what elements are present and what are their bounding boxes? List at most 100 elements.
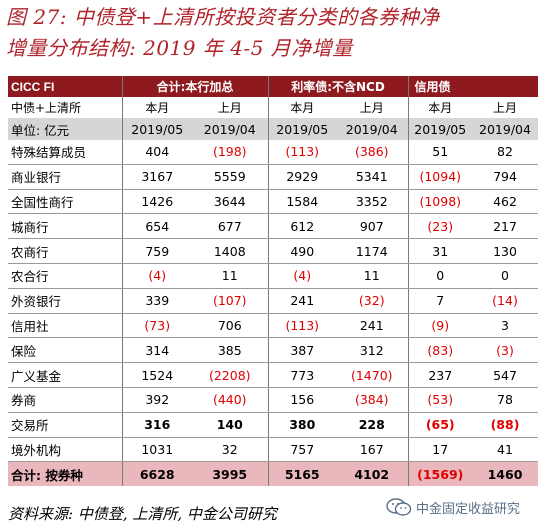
wechat-icon	[386, 498, 412, 516]
table-cell: 167	[336, 437, 408, 463]
row-label: 交易所	[8, 412, 122, 438]
figure-title-line-1: 图 27: 中债登+上清所按投资者分类的各券种净	[6, 5, 440, 29]
subheader-cell: 本月	[121, 97, 192, 118]
table-cell: (198)	[192, 140, 268, 165]
table-cell: 794	[472, 164, 539, 190]
table-cell: 490	[267, 238, 336, 264]
table-cell: 41	[472, 437, 539, 463]
table-cell: 237	[407, 362, 472, 388]
table-row: 境外机构 1031 32 757 167 17 41	[8, 437, 539, 463]
table-cell: (1470)	[336, 362, 408, 388]
period-cell: 2019/05	[121, 118, 192, 140]
table-cell: 32	[192, 437, 268, 463]
table-cell: (3)	[472, 337, 539, 364]
figure-title: 图 27: 中债登+上清所按投资者分类的各券种净 增量分布结构: 2019 年 …	[6, 2, 542, 64]
table-subheader-row: 中债+上清所 本月 上月 本月 上月 本月 上月	[8, 97, 538, 118]
table-cell: 462	[472, 189, 539, 215]
period-cell: 2019/04	[472, 118, 539, 140]
table-cell: 51	[407, 140, 472, 165]
table-cell: 1031	[121, 437, 192, 463]
table-cell: 392	[121, 387, 192, 413]
table-cell: (1094)	[407, 164, 472, 190]
table-cell: (4)	[121, 263, 192, 289]
period-cell: 2019/05	[267, 118, 336, 140]
row-label: 保险	[8, 337, 122, 364]
table-cell: 759	[121, 238, 192, 264]
row-label: 城商行	[8, 213, 122, 240]
row-label: 广义基金	[8, 362, 122, 388]
table-cell: (73)	[121, 313, 192, 339]
table-cell: 0	[407, 263, 472, 289]
header-total-group: 合计:本行加总	[121, 76, 268, 97]
table-cell: (9)	[407, 313, 472, 339]
table-cell: 140	[192, 412, 268, 438]
table-row: 特殊结算成员 404 (198) (113) (386) 51 82	[8, 140, 539, 165]
table-row: 交易所 316 140 380 228 (65) (88)	[8, 412, 539, 438]
table-cell: 7	[407, 288, 472, 314]
period-cell: 2019/04	[336, 118, 408, 140]
table-cell: 3167	[121, 164, 192, 190]
subheader-cell: 本月	[267, 97, 336, 118]
total-cell: 4102	[336, 461, 408, 487]
table-total-row: 合计: 按券种 6628 3995 5165 4102 (1569) 1460	[8, 461, 539, 487]
table-cell: 757	[267, 437, 336, 463]
table-cell: 1524	[121, 362, 192, 388]
table-cell: 11	[192, 263, 268, 289]
table-cell: 5341	[336, 164, 408, 190]
table-cell: 385	[192, 337, 268, 364]
table-cell: 78	[472, 387, 539, 413]
watermark: 中金固定收益研究	[386, 497, 520, 517]
table-row: 商业银行 3167 5559 2929 5341 (1094) 794	[8, 164, 539, 190]
table-cell: 3352	[336, 189, 408, 215]
total-cell: (1569)	[407, 461, 472, 487]
table-cell: (14)	[472, 288, 539, 314]
row-label: 农合行	[8, 263, 122, 289]
figure-title-line-2: 增量分布结构: 2019 年 4-5 月净增量	[6, 36, 353, 60]
table-cell: 241	[267, 288, 336, 314]
table-cell: 677	[192, 213, 268, 240]
table-cell: 339	[121, 288, 192, 314]
subheader-cell: 本月	[407, 97, 472, 118]
row-label: 农商行	[8, 238, 122, 264]
table-cell: 654	[121, 213, 192, 240]
table-cell: 404	[121, 140, 192, 165]
table-cell: (32)	[336, 288, 408, 314]
unit-label: 单位: 亿元	[8, 118, 122, 140]
table-cell: 3	[472, 313, 539, 339]
table-cell: (23)	[407, 213, 472, 240]
subheader-cell: 上月	[217, 101, 242, 115]
table-cell: 5559	[192, 164, 268, 190]
row-label: 特殊结算成员	[8, 140, 122, 165]
table-row: 信用社 (73) 706 (113) 241 (9) 3	[8, 313, 539, 339]
table-row: 农商行 759 1408 490 1174 31 130	[8, 238, 539, 264]
table-cell: 3644	[192, 189, 268, 215]
table-cell: (440)	[192, 387, 268, 413]
subheader-cell: 上月	[359, 101, 384, 115]
header-credit-group: 信用债	[407, 76, 539, 97]
table-cell: 241	[336, 313, 408, 339]
total-cell: 6628	[121, 461, 192, 487]
table-cell: 228	[336, 412, 408, 438]
table-cell: 2929	[267, 164, 336, 190]
table-row: 农合行 (4) 11 (4) 11 0 0	[8, 263, 539, 289]
row-label: 券商	[8, 387, 122, 413]
table-cell: (1098)	[407, 189, 472, 215]
row-label: 信用社	[8, 313, 122, 339]
table-cell: 156	[267, 387, 336, 413]
subheader-cell: 上月	[493, 101, 518, 115]
header-brand: CICC FI	[8, 76, 122, 97]
table-cell: (65)	[407, 412, 472, 438]
table-cell: (384)	[336, 387, 408, 413]
table-cell: (113)	[267, 140, 336, 165]
row-label: 商业银行	[8, 164, 122, 190]
table-cell: 130	[472, 238, 539, 264]
table-cell: 17	[407, 437, 472, 463]
table-cell: (107)	[192, 288, 268, 314]
table-row: 保险 314 385 387 312 (83) (3)	[8, 337, 539, 364]
table-cell: 612	[267, 213, 336, 240]
table-cell: 312	[336, 337, 408, 364]
table-row: 券商 392 (440) 156 (384) (53) 78	[8, 387, 539, 413]
period-cell: 2019/04	[192, 118, 268, 140]
table-cell: 1426	[121, 189, 192, 215]
total-cell: 5165	[267, 461, 336, 487]
